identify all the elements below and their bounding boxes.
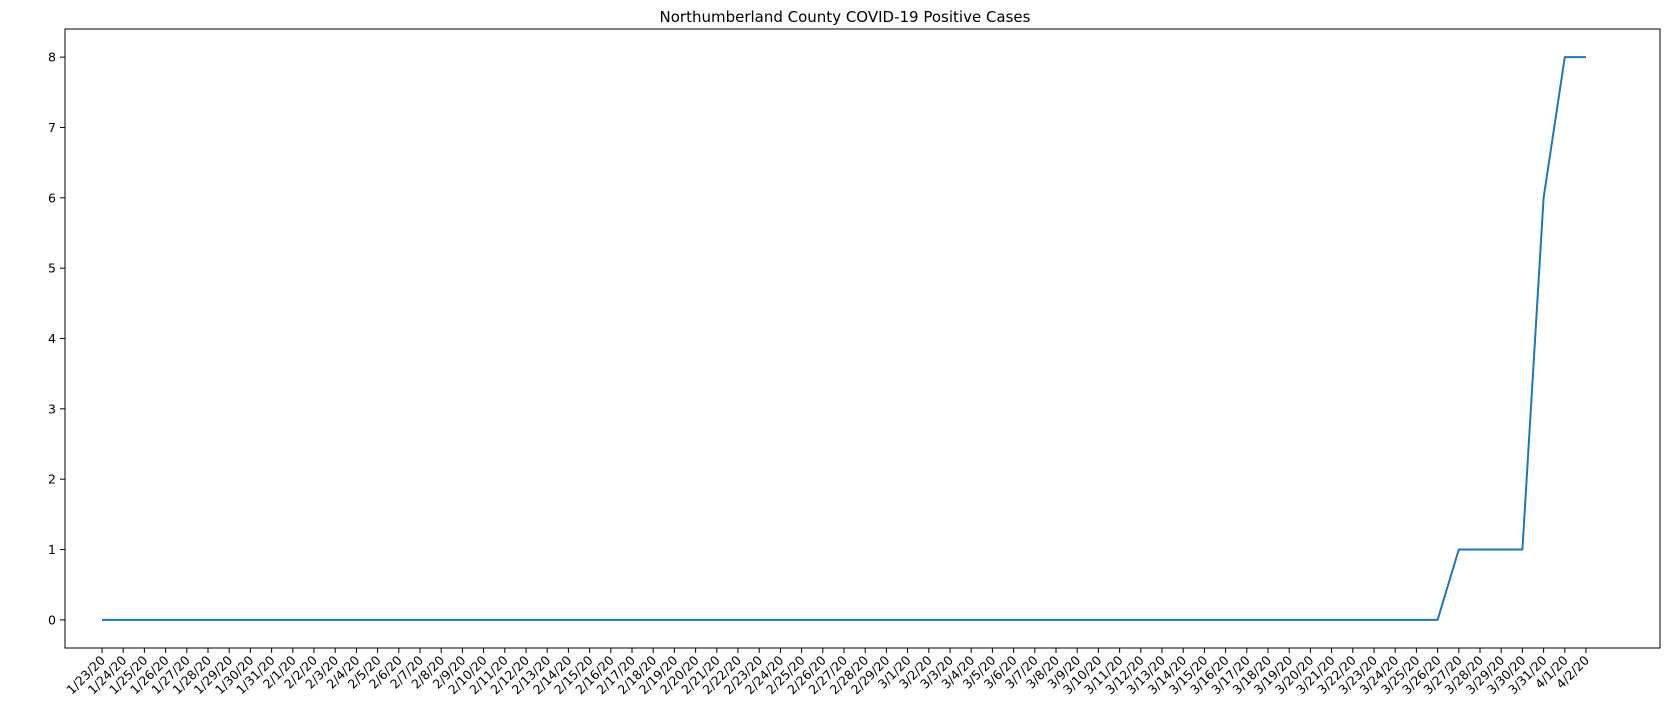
x-axis: 1/23/201/24/201/25/201/26/201/27/201/28/… (63, 648, 1592, 697)
y-tick-label: 2 (48, 472, 56, 487)
plot-frame (64, 28, 1661, 649)
y-tick-label: 4 (48, 331, 56, 346)
y-tick-label: 7 (48, 120, 56, 135)
series-line (102, 56, 1586, 621)
y-tick-label: 6 (48, 190, 56, 205)
y-tick-label: 5 (48, 261, 56, 276)
chart-title: Northumberland County COVID-19 Positive … (660, 8, 1031, 26)
y-tick-label: 0 (48, 612, 56, 627)
y-axis: 0 1 2 3 4 5 6 7 8 (48, 50, 65, 627)
y-tick-label: 3 (48, 401, 56, 416)
y-tick-label: 8 (48, 50, 56, 65)
y-tick-label: 1 (48, 542, 56, 557)
series-layer (102, 56, 1586, 621)
